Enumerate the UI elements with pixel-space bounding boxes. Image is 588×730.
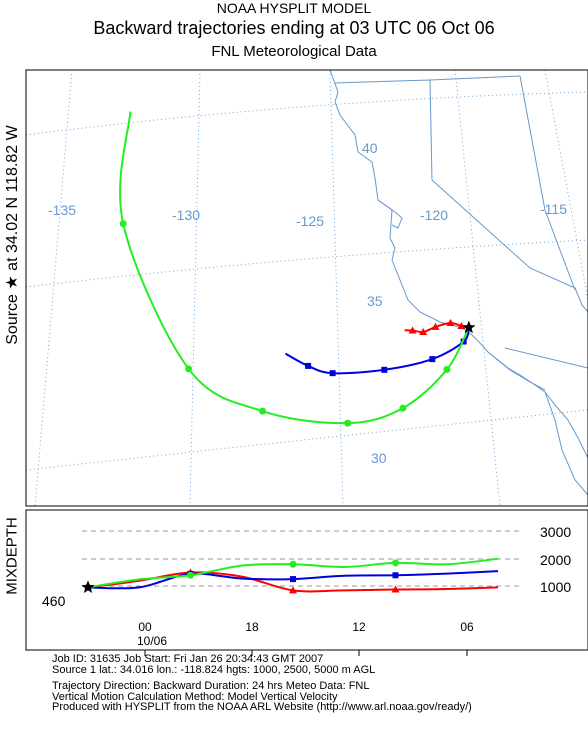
info-direction: Trajectory Direction: Backward Duration:…	[52, 680, 370, 692]
map-triangle-marker	[419, 328, 428, 336]
map-square-marker	[381, 366, 388, 373]
xtick-label: 06	[460, 620, 474, 634]
mixdepth-xticks	[144, 650, 468, 656]
map-triangle-marker	[408, 326, 417, 334]
state-border-nv	[334, 79, 588, 313]
map-frame	[25, 69, 588, 507]
info-vertical: Vertical Motion Calculation Method: Mode…	[52, 690, 338, 703]
title-line-1: NOAA HYSPLIT MODEL	[216, 0, 372, 16]
trajectory-lines	[119, 111, 476, 427]
map-graticule	[26, 70, 588, 506]
info-source: Source 1 lat.: 34.016 lon.: -118.824 hgt…	[52, 663, 376, 676]
mixdepth-triangle-marker	[289, 586, 297, 594]
ytick-label: 3000	[540, 524, 571, 540]
map-circle-marker	[259, 407, 267, 415]
map-square-marker	[329, 370, 336, 377]
mixdepth-plot: 3000 2000 1000 460	[42, 524, 571, 609]
map-circle-marker	[185, 365, 193, 373]
mexico-border	[504, 347, 588, 369]
mixdepth-ytick-labels: 3000 2000 1000 460	[42, 524, 571, 609]
mixdepth-lines	[81, 557, 499, 594]
info-produced: Produced with HYSPLIT from the NOAA ARL …	[52, 701, 472, 713]
run-info: Job ID: 31635 Job Start: Fri Jan 26 20:3…	[52, 654, 472, 713]
mixdepth-square-marker	[392, 572, 399, 579]
lon-label: -115	[540, 201, 567, 217]
mixdepth-circle-marker	[289, 560, 297, 568]
xtick-label: 00	[138, 620, 152, 634]
info-job: Job ID: 31635 Job Start: Fri Jan 26 20:3…	[52, 653, 324, 665]
map-circle-marker	[119, 220, 127, 228]
title-line-2: Backward trajectories ending at 03 UTC 0…	[93, 18, 495, 38]
source-star-marker	[462, 320, 476, 334]
lat-label: 40	[362, 140, 378, 156]
graticule-lon-130	[189, 70, 201, 506]
san-francisco-bay	[377, 199, 403, 229]
graticule-lon-135	[34, 70, 73, 506]
graticule-lon-115	[544, 70, 588, 301]
graticule-lat-40	[26, 91, 588, 136]
map-circle-marker	[344, 419, 352, 427]
map-trajectory-green	[119, 111, 470, 425]
ytick-label: 2000	[540, 552, 571, 568]
xtick-label: 12	[352, 620, 366, 634]
graticule-lat-30	[26, 409, 588, 471]
lon-label: -125	[296, 213, 324, 229]
ytick-label: 1000	[540, 579, 571, 595]
baja-coast	[487, 351, 546, 391]
trajectory-map: -135 -130 -125 -120 -115 40 35 30	[26, 70, 588, 506]
map-coastline	[329, 70, 588, 496]
map-labels: -135 -130 -125 -120 -115 40 35 30	[48, 140, 567, 466]
map-triangle-marker	[457, 322, 466, 330]
mixdepth-frame	[25, 509, 588, 651]
mixdepth-circle-marker	[392, 559, 399, 567]
xtick-label: 18	[245, 620, 259, 634]
mixdepth-gridlines	[82, 530, 520, 587]
lat-label: 30	[371, 450, 387, 466]
map-triangle-marker	[431, 322, 440, 330]
lat-label: 35	[367, 293, 383, 309]
graticule-lon-120	[454, 70, 501, 506]
title-line-3: FNL Meteorological Data	[211, 43, 377, 60]
lon-label: -135	[48, 202, 76, 218]
state-border-or	[429, 75, 521, 81]
lon-label: -130	[172, 207, 200, 223]
graticule-lat-35	[26, 239, 588, 288]
map-circle-marker	[443, 366, 451, 374]
state-border-az-nv	[519, 75, 576, 291]
lon-label: -120	[420, 207, 448, 223]
xtick-date-label: 10/06	[137, 634, 167, 648]
mixdepth-start-value: 460	[42, 593, 66, 609]
map-square-marker	[429, 356, 436, 363]
graticule-lon-125	[329, 70, 344, 506]
gulf-coast	[544, 391, 588, 496]
mixdepth-source-star	[81, 580, 95, 593]
map-circle-marker	[399, 404, 407, 412]
map-square-marker	[305, 362, 312, 369]
mixdepth-square-marker	[290, 576, 296, 583]
mixdepth-circle-marker	[187, 571, 194, 579]
map-triangle-marker	[446, 318, 455, 326]
map-trajectory-blue	[285, 327, 470, 375]
mixdepth-xtick-labels: 00 18 12 06 10/06	[137, 620, 474, 648]
coastline-path	[329, 70, 588, 459]
mixdepth-triangle-marker	[391, 585, 400, 593]
